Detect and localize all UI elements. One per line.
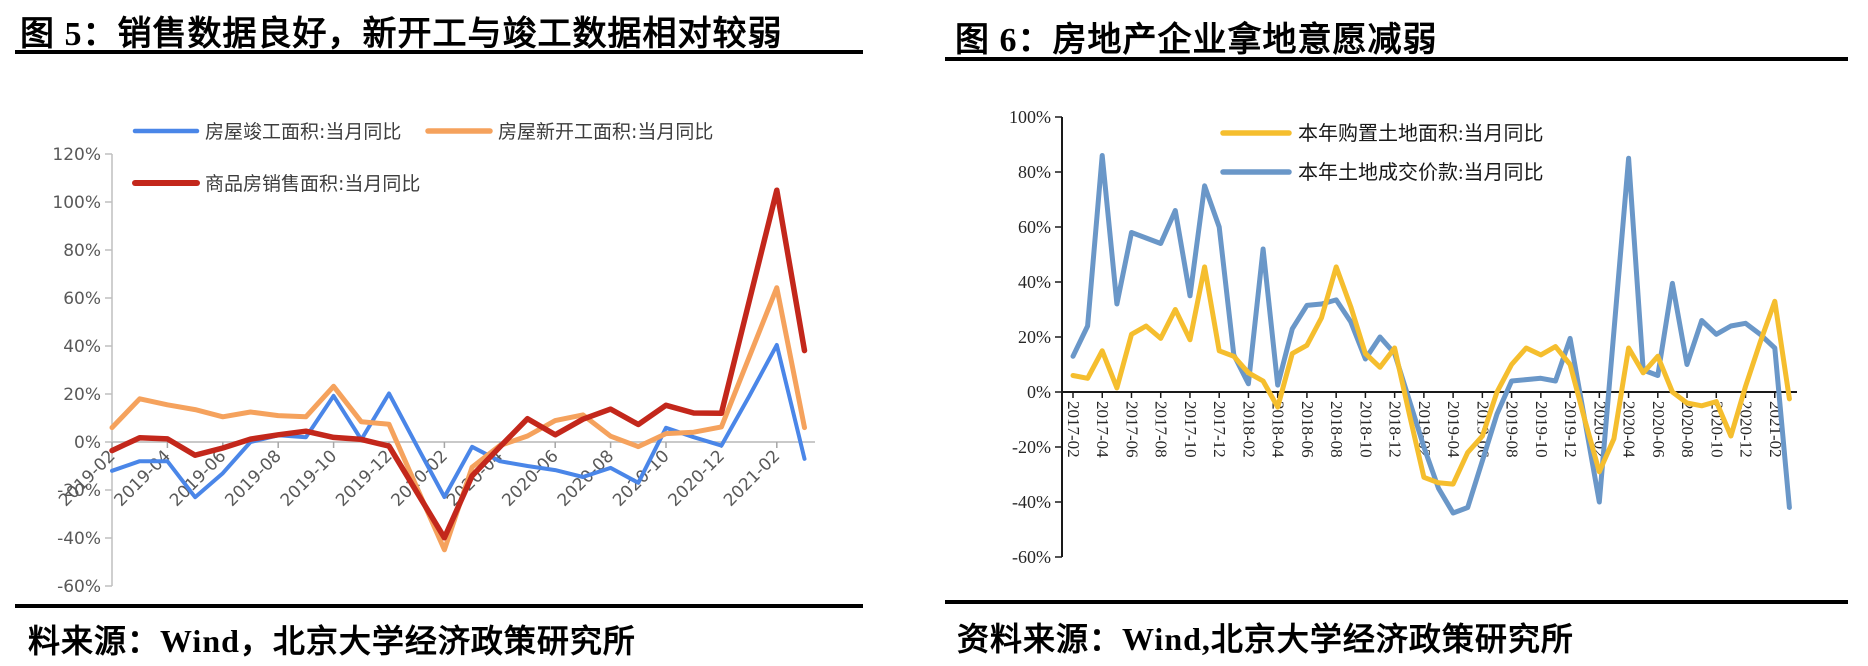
y-axis-label: 60% (1018, 217, 1051, 237)
x-axis-label: 2019-12 (1561, 401, 1580, 458)
figure6-title: 图 6：房地产企业拿地意愿减弱 (955, 22, 1438, 59)
x-axis-label: 2018-04 (1269, 401, 1288, 458)
figure5-line-chart: 120% 100% 80% 60% 40% 20% 0% -20% -40% -60% 2019-0… (52, 121, 815, 597)
x-axis-label: 2019-02 (1415, 401, 1434, 458)
x-axis-label: 2017-02 (1064, 401, 1083, 458)
x-axis-label: 2018-08 (1327, 401, 1346, 458)
x-axis-label: 2019-10 (1532, 401, 1551, 458)
y-axis-label: -20% (57, 481, 101, 501)
x-axis-label: 2019-12 (332, 446, 396, 510)
figure6-source-caption: 资料来源：Wind,北京大学经济政策研究所 (957, 621, 1574, 657)
x-axis-label: 2017-06 (1122, 401, 1141, 458)
x-axis-label: 2020-12 (665, 446, 729, 510)
x-axis-label: 2017-10 (1181, 401, 1200, 458)
legend-label-1: 房屋新开工面积:当月同比 (498, 121, 713, 143)
x-axis-label: 2018-02 (1239, 401, 1258, 458)
y-axis-label: 80% (63, 241, 101, 261)
series-line-1 (1070, 153, 1792, 516)
x-axis-label: 2019-04 (1444, 401, 1463, 458)
x-axis-label: 2018-06 (1298, 401, 1317, 458)
x-axis-label: 2020-06 (498, 446, 562, 510)
figure5-caption-rule (15, 604, 863, 608)
x-axis-label: 2017-08 (1152, 401, 1171, 458)
y-axis-label: -20% (1012, 437, 1051, 457)
figure6-caption-rule (945, 600, 1848, 604)
figure6-line-chart: 100% 80% 60% 40% 20% 0% -20% -40% -60% 2017-02 201… (1009, 107, 1797, 567)
series-line-2 (109, 187, 808, 541)
x-axis-label: 2019-10 (277, 446, 341, 510)
x-axis-label: 2020-08 (554, 446, 618, 510)
y-axis-label: -40% (1012, 492, 1051, 512)
figure5-source-caption: 料来源：Wind，北京大学经济政策研究所 (28, 623, 636, 659)
series-line-0 (110, 343, 807, 500)
legend-label-0: 房屋竣工面积:当月同比 (205, 121, 401, 143)
legend-label-2: 商品房销售面积:当月同比 (205, 173, 420, 195)
y-axis-label: 80% (1018, 162, 1051, 182)
figure6-title-rule (945, 57, 1848, 61)
x-axis-label: 2019-08 (1503, 401, 1522, 458)
y-axis-label: 20% (63, 385, 101, 405)
y-axis-label: 40% (1018, 272, 1051, 292)
y-axis-label: -60% (57, 577, 101, 597)
legend-label-0: 本年购置土地面积:当月同比 (1298, 122, 1544, 145)
x-axis-label: 2020-10 (1707, 401, 1726, 458)
y-axis-label: -40% (57, 529, 101, 549)
y-axis-label: 0% (74, 433, 101, 453)
x-axis-label: 2018-12 (1386, 401, 1405, 458)
x-axis-label: 2019-02 (55, 446, 119, 510)
x-axis-label: 2017-04 (1093, 401, 1112, 458)
x-axis-label: 2020-06 (1649, 401, 1668, 458)
x-axis-label: 2020-12 (1737, 401, 1756, 458)
y-axis-label: 100% (1009, 107, 1051, 127)
series-line-0 (1070, 264, 1792, 487)
legend-label-1: 本年土地成交价款:当月同比 (1298, 161, 1544, 184)
x-axis-label: 2019-04 (111, 446, 175, 510)
y-axis-label: 40% (63, 337, 101, 357)
figure5-title: 图 5：销售数据良好，新开工与竣工数据相对较弱 (20, 16, 783, 53)
y-axis-label: 60% (63, 289, 101, 309)
x-axis-label: 2019-08 (221, 446, 285, 510)
x-axis-label: 2021-02 (720, 446, 784, 510)
y-axis-label: 20% (1018, 327, 1051, 347)
x-axis-label: 2017-12 (1210, 401, 1229, 458)
figure5-title-rule (15, 50, 863, 54)
y-axis-label: 120% (52, 145, 101, 165)
x-axis-label: 2020-04 (1620, 401, 1639, 458)
y-axis-label: 0% (1027, 382, 1051, 402)
y-axis-label: -60% (1012, 547, 1051, 567)
x-axis-label: 2018-10 (1356, 401, 1375, 458)
y-axis-label: 100% (52, 193, 101, 213)
x-axis-label: 2020-08 (1678, 401, 1697, 458)
